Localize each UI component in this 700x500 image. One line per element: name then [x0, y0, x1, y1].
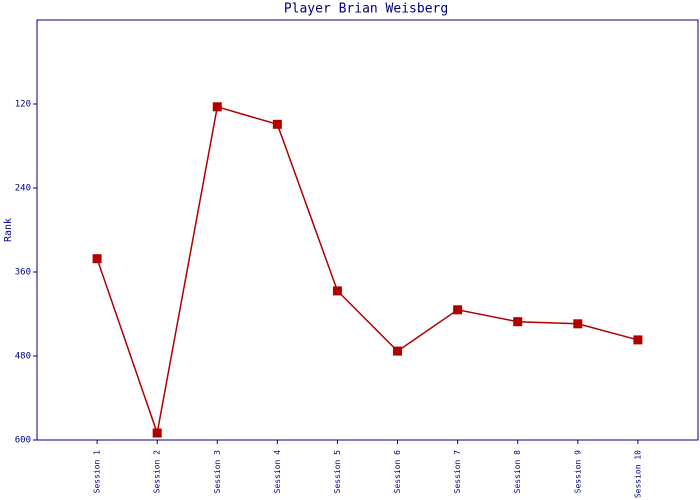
point-marker — [272, 119, 282, 129]
x-tick-label: Session 2 — [153, 450, 162, 494]
y-tick-label: 600 — [15, 436, 31, 446]
point-marker — [152, 428, 162, 438]
x-tick-label: Session 8 — [513, 450, 522, 494]
x-tick-label: Session 7 — [453, 450, 462, 494]
y-tick-label: 240 — [15, 184, 31, 194]
x-tick-label: Session 1 — [93, 450, 102, 494]
x-tick-label: Session 3 — [213, 450, 222, 494]
point-marker — [92, 254, 102, 264]
chart-title: Player Brian Weisberg — [284, 2, 448, 17]
point-marker — [453, 305, 463, 315]
y-tick-label: 120 — [15, 100, 31, 110]
x-tick-label: Session 6 — [393, 450, 402, 494]
point-marker — [513, 317, 523, 327]
plot-area — [36, 19, 699, 441]
point-marker — [573, 319, 583, 329]
point-marker — [332, 286, 342, 296]
point-marker — [212, 102, 222, 112]
x-tick-label: Session 4 — [273, 450, 282, 494]
y-tick-label: 480 — [15, 352, 31, 362]
x-tick-label: Session 5 — [333, 450, 342, 494]
point-marker — [633, 335, 643, 345]
x-tick-label: Session 10 — [633, 450, 642, 498]
y-tick-label: 360 — [15, 268, 31, 278]
x-tick-label: Session 9 — [573, 450, 582, 494]
series-line — [96, 105, 639, 436]
point-marker — [393, 346, 403, 356]
y-axis-label: Rank — [3, 218, 14, 242]
